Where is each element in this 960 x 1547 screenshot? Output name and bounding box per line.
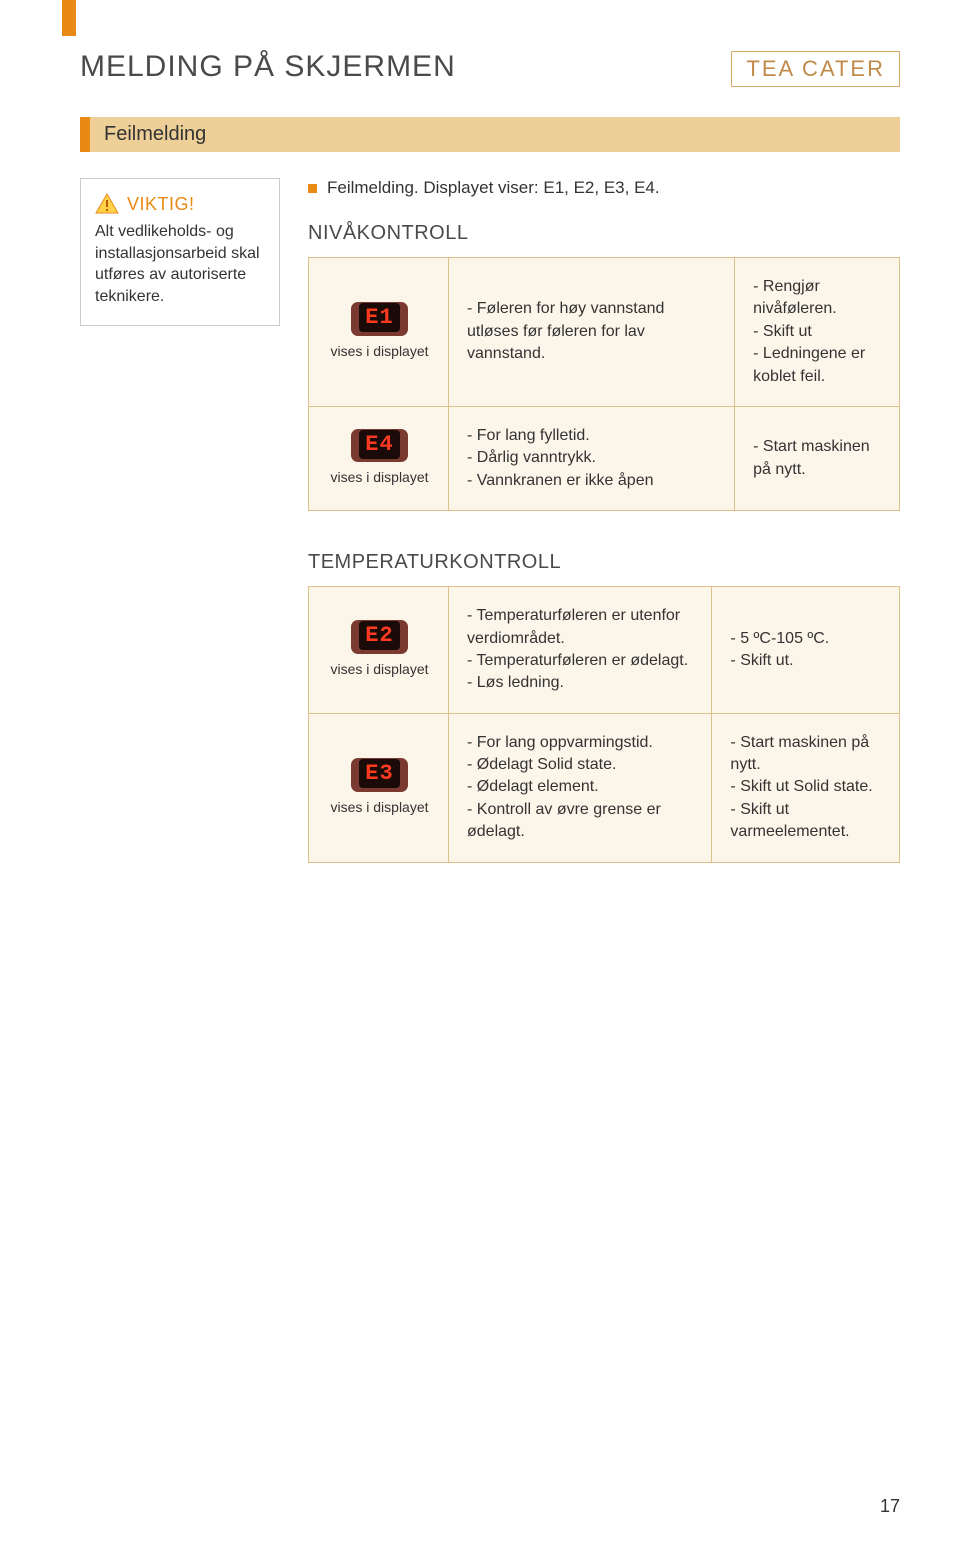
action-cell: - Rengjør nivåføleren. - Skift ut - Ledn… <box>735 258 900 407</box>
action-text: - Rengjør nivåføleren. - Skift ut - Ledn… <box>753 278 865 385</box>
action-text: - Start maskinen på nytt. - Skift ut Sol… <box>730 734 872 841</box>
warning-icon <box>95 193 119 215</box>
section-header-tick <box>80 117 90 152</box>
cause-cell: - For lang fylletid. - Dårlig vanntrykk.… <box>449 406 735 510</box>
display-caption: vises i displayet <box>330 798 428 818</box>
display-icon: E3 <box>351 758 407 791</box>
page-title: MELDING PÅ SKJERMEN <box>80 50 456 84</box>
temperaturkontroll-table: E2 vises i displayet - Temperaturføleren… <box>308 586 900 863</box>
display-cell: E2 vises i displayet <box>309 587 449 714</box>
accent-tab <box>62 0 76 36</box>
table-row: E1 vises i displayet - Føleren for høy v… <box>309 258 900 407</box>
temperaturkontroll-heading: TEMPERATURKONTROLL <box>308 551 900 574</box>
action-text: - 5 ºC-105 ºC. - Skift ut. <box>730 630 829 669</box>
bullet-icon <box>308 184 317 193</box>
cause-cell: - Føleren for høy vannstand utløses før … <box>449 258 735 407</box>
sidebar: VIKTIG! Alt vedlikeholds- og installasjo… <box>80 178 280 326</box>
display-code: E2 <box>359 621 399 650</box>
display-caption: vises i displayet <box>330 342 428 362</box>
viktig-label: VIKTIG! <box>127 194 195 215</box>
display-caption: vises i displayet <box>330 660 428 680</box>
cause-text: - For lang fylletid. - Dårlig vanntrykk.… <box>467 427 653 489</box>
cause-text: - Føleren for høy vannstand utløses før … <box>467 300 664 362</box>
action-cell: - 5 ºC-105 ºC. - Skift ut. <box>712 587 900 714</box>
display-code: E1 <box>359 303 399 332</box>
page-number: 17 <box>880 1496 900 1517</box>
table-row: E2 vises i displayet - Temperaturføleren… <box>309 587 900 714</box>
display-cell: E4 vises i displayet <box>309 406 449 510</box>
brand-badge: TEA CATER <box>731 51 900 87</box>
intro-bullet: Feilmelding. Displayet viser: E1, E2, E3… <box>308 178 900 198</box>
display-icon: E4 <box>351 429 407 462</box>
viktig-text: Alt vedlikeholds- og installasjonsarbeid… <box>95 221 265 307</box>
viktig-box: VIKTIG! Alt vedlikeholds- og installasjo… <box>80 178 280 326</box>
table-row: E3 vises i displayet - For lang oppvarmi… <box>309 713 900 862</box>
cause-text: - Temperaturføleren er utenfor verdiområ… <box>467 607 688 691</box>
viktig-heading: VIKTIG! <box>95 193 265 215</box>
intro-bullet-text: Feilmelding. Displayet viser: E1, E2, E3… <box>327 178 660 198</box>
cause-text: - For lang oppvarmingstid. - Ødelagt Sol… <box>467 734 661 841</box>
page-header: MELDING PÅ SKJERMEN TEA CATER <box>80 50 900 87</box>
display-code: E3 <box>359 759 399 788</box>
section-header-label: Feilmelding <box>90 117 900 152</box>
table-row: E4 vises i displayet - For lang fylletid… <box>309 406 900 510</box>
display-icon: E2 <box>351 620 407 653</box>
action-cell: - Start maskinen på nytt. - Skift ut Sol… <box>712 713 900 862</box>
display-caption: vises i displayet <box>330 468 428 488</box>
section-header: Feilmelding <box>80 117 900 152</box>
display-icon: E1 <box>351 302 407 335</box>
main-column: Feilmelding. Displayet viser: E1, E2, E3… <box>308 178 900 903</box>
cause-cell: - For lang oppvarmingstid. - Ødelagt Sol… <box>449 713 712 862</box>
action-text: - Start maskinen på nytt. <box>753 438 869 477</box>
display-code: E4 <box>359 430 399 459</box>
content-row: VIKTIG! Alt vedlikeholds- og installasjo… <box>80 178 900 903</box>
action-cell: - Start maskinen på nytt. <box>735 406 900 510</box>
nivakontroll-heading: NIVÅKONTROLL <box>308 222 900 245</box>
display-cell: E1 vises i displayet <box>309 258 449 407</box>
nivakontroll-table: E1 vises i displayet - Føleren for høy v… <box>308 257 900 511</box>
display-cell: E3 vises i displayet <box>309 713 449 862</box>
cause-cell: - Temperaturføleren er utenfor verdiområ… <box>449 587 712 714</box>
